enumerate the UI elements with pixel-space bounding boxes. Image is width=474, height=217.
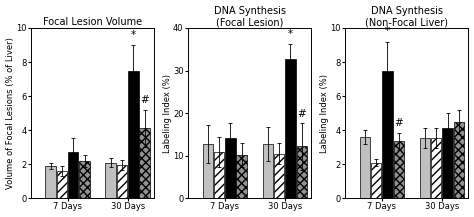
Text: #: # (297, 110, 306, 120)
Bar (442, 128, 453, 198)
Bar (237, 155, 247, 198)
Text: #: # (140, 95, 149, 105)
Bar (393, 141, 404, 198)
Bar (431, 138, 441, 198)
Bar (79, 161, 90, 198)
Bar (225, 138, 236, 198)
Bar (274, 154, 284, 198)
Bar (454, 122, 464, 198)
Y-axis label: Labeling Index (%): Labeling Index (%) (320, 74, 329, 153)
Bar (382, 71, 393, 198)
Bar (46, 166, 56, 198)
Bar (360, 137, 370, 198)
Bar (106, 163, 116, 198)
Title: DNA Synthesis
(Focal Lesion): DNA Synthesis (Focal Lesion) (213, 6, 285, 27)
Bar (263, 144, 273, 198)
Bar (297, 146, 307, 198)
Title: Focal Lesion Volume: Focal Lesion Volume (43, 17, 142, 27)
Bar (202, 144, 213, 198)
Title: DNA Synthesis
(Non-Focal Liver): DNA Synthesis (Non-Focal Liver) (365, 6, 448, 27)
Text: *: * (131, 30, 136, 40)
Y-axis label: Labeling Index (%): Labeling Index (%) (163, 74, 172, 153)
Text: *: * (288, 29, 293, 39)
Bar (214, 152, 224, 198)
Text: *: * (385, 26, 390, 36)
Bar (57, 171, 67, 198)
Bar (419, 138, 430, 198)
Text: #: # (394, 118, 403, 128)
Bar (68, 152, 79, 198)
Bar (139, 128, 150, 198)
Bar (285, 59, 296, 198)
Bar (117, 165, 127, 198)
Bar (128, 71, 138, 198)
Bar (371, 163, 382, 198)
Y-axis label: Volume of Focal Lesions (% of Liver): Volume of Focal Lesions (% of Liver) (6, 37, 15, 189)
